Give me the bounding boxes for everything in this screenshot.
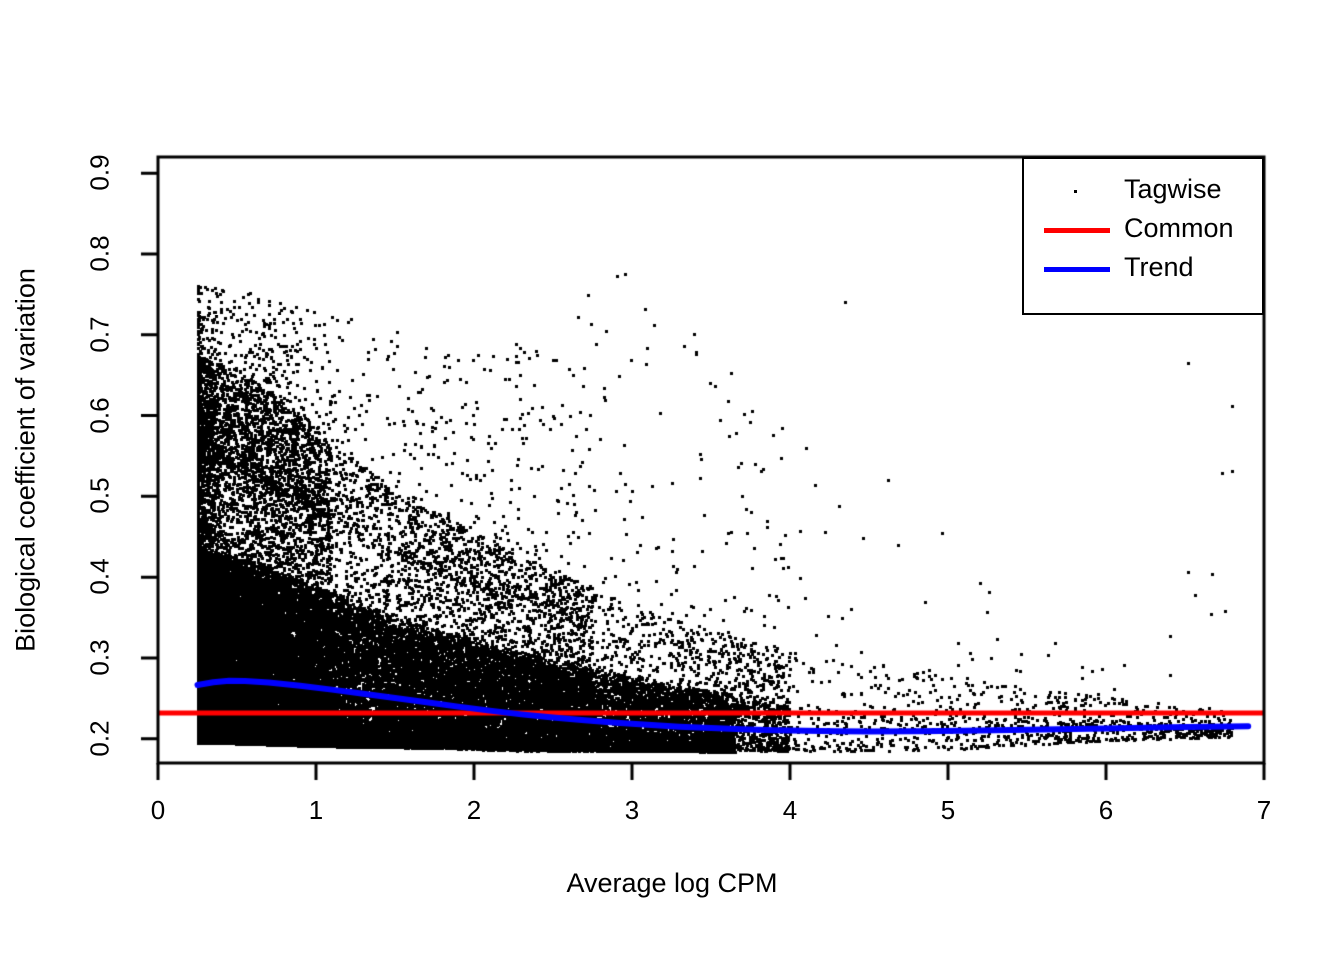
legend-dot-marker bbox=[1074, 190, 1077, 193]
y-axis-title-container: Biological coefficient of variation bbox=[0, 0, 52, 920]
x-tick-label: 4 bbox=[782, 795, 798, 825]
x-tick-label: 5 bbox=[940, 795, 956, 825]
y-tick-label: 0.4 bbox=[84, 558, 115, 595]
x-tick-label: 7 bbox=[1256, 795, 1272, 825]
legend-line-swatch-common bbox=[1044, 228, 1110, 233]
legend: Tagwise Common Trend bbox=[1022, 157, 1264, 315]
legend-item-common: Common bbox=[1024, 210, 1262, 250]
x-axis-title: Average log CPM bbox=[566, 868, 778, 898]
x-tick-label: 1 bbox=[308, 795, 324, 825]
legend-item-trend: Trend bbox=[1024, 249, 1262, 289]
legend-label-tagwise: Tagwise bbox=[1124, 174, 1222, 204]
y-tick-label: 0.7 bbox=[84, 316, 115, 353]
y-axis-title: Biological coefficient of variation bbox=[10, 268, 41, 652]
y-tick-label: 0.2 bbox=[84, 720, 115, 757]
x-tick-label: 0 bbox=[150, 795, 166, 825]
y-tick-label: 0.3 bbox=[84, 639, 115, 676]
legend-line-swatch-trend bbox=[1044, 267, 1110, 272]
trend-line-icon bbox=[1038, 249, 1116, 289]
x-tick-label: 6 bbox=[1098, 795, 1114, 825]
x-tick-label: 3 bbox=[624, 795, 640, 825]
legend-label-trend: Trend bbox=[1124, 252, 1194, 282]
tagwise-point-icon bbox=[1038, 171, 1116, 211]
y-tick-label: 0.9 bbox=[84, 154, 115, 191]
legend-item-tagwise: Tagwise bbox=[1024, 171, 1262, 211]
x-tick-label: 2 bbox=[466, 795, 482, 825]
y-tick-label: 0.8 bbox=[84, 235, 115, 272]
y-tick-label: 0.6 bbox=[84, 396, 115, 434]
common-line-icon bbox=[1038, 210, 1116, 250]
y-tick-label: 0.5 bbox=[84, 477, 115, 514]
legend-label-common: Common bbox=[1124, 213, 1234, 243]
